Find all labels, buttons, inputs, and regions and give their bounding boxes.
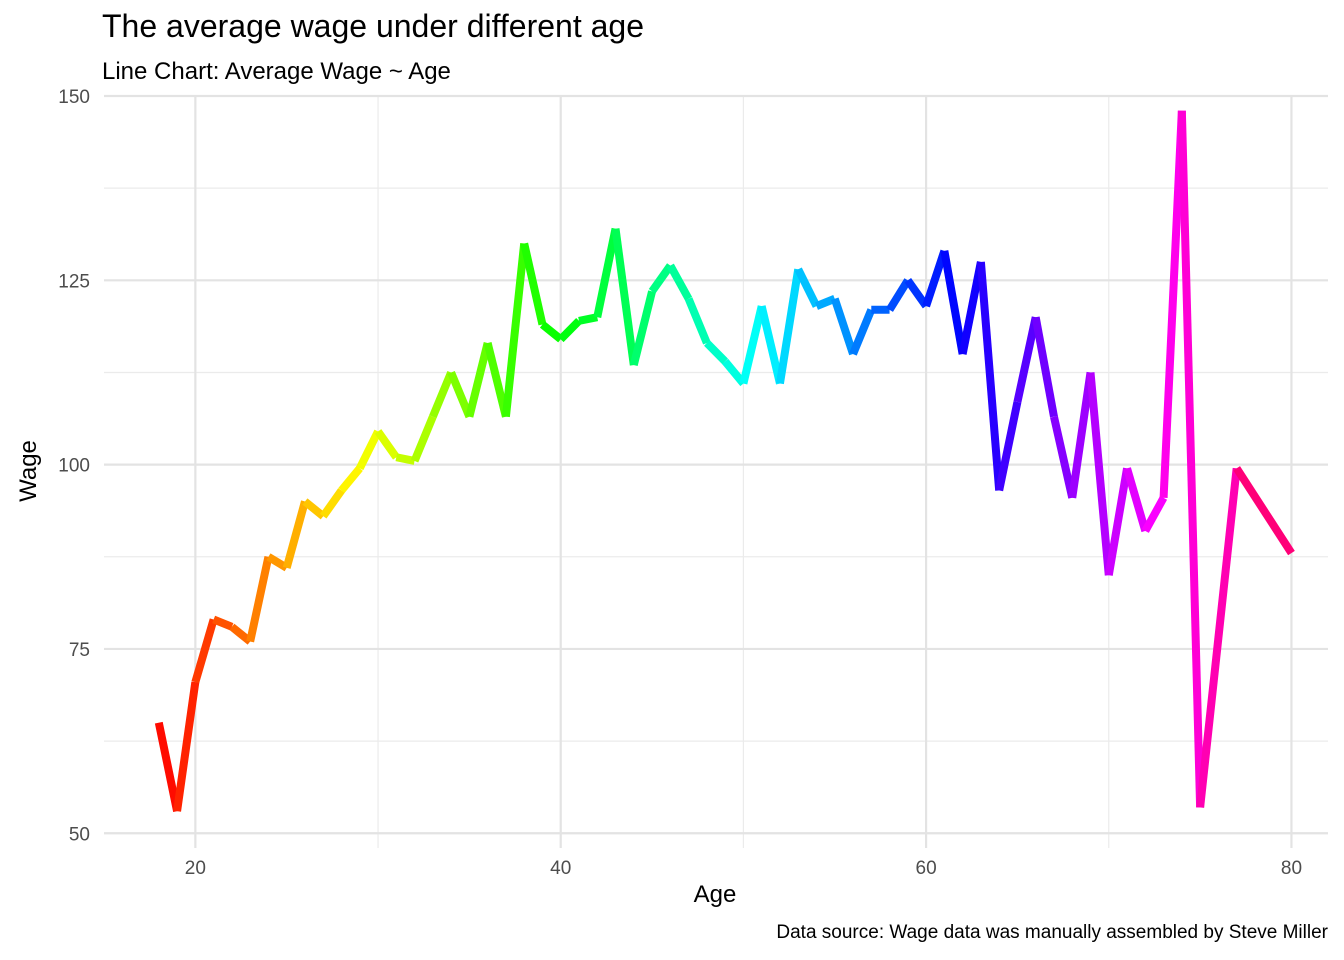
line-segment [704, 340, 728, 365]
wage-line [154, 110, 1295, 812]
line-segment [995, 401, 1022, 492]
line-segment [520, 242, 547, 326]
x-tick-label: 20 [185, 858, 206, 879]
line-segment [319, 488, 345, 519]
y-tick-label: 75 [69, 640, 90, 661]
line-segment [338, 465, 363, 493]
line-segment [849, 308, 875, 356]
line-segment [775, 268, 803, 385]
line-segment [1177, 110, 1205, 808]
line-segment [629, 290, 656, 367]
line-segment [757, 305, 784, 385]
line-segment [1196, 467, 1241, 808]
line-segment [447, 370, 474, 419]
line-segment [1068, 371, 1095, 499]
line-segment [557, 318, 582, 343]
grid-lines [104, 94, 1328, 848]
line-segment [191, 618, 218, 684]
line-segment [739, 305, 766, 385]
line-segment [410, 415, 437, 463]
line-segment [794, 267, 821, 308]
y-tick-label: 150 [58, 87, 90, 108]
line-segment [465, 342, 492, 418]
line-segment [395, 453, 416, 465]
line-segment [154, 721, 181, 812]
line-segment [922, 249, 949, 308]
line-segment [356, 429, 382, 471]
chart-title: The average wage under different age [102, 8, 645, 44]
line-segment [1159, 110, 1186, 498]
line-segment [173, 681, 200, 812]
tick-labels: 20 40 60 80 50 75 100 125 150 [58, 87, 1302, 879]
line-segment [958, 261, 985, 355]
y-tick-label: 50 [69, 824, 90, 845]
line-segment [684, 297, 711, 345]
x-tick-label: 60 [916, 858, 937, 879]
x-axis-title: Age [694, 881, 737, 908]
x-tick-label: 40 [550, 858, 571, 879]
line-segment [1086, 372, 1113, 576]
chart-subtitle: Line Chart: Average Wage ~ Age [102, 58, 451, 85]
line-segment [648, 263, 674, 294]
chart-caption: Data source: Wage data was manually asse… [776, 922, 1328, 943]
line-segment [1123, 467, 1150, 533]
line-segment [976, 261, 1004, 491]
line-segment [940, 250, 967, 355]
line-segment [1233, 466, 1295, 556]
line-segment [593, 227, 620, 318]
y-axis-title: Wage [15, 440, 42, 502]
line-segment [282, 500, 309, 569]
line-segment [904, 278, 930, 309]
y-tick-label: 100 [58, 456, 90, 477]
line-segment [374, 429, 400, 460]
line-segment [886, 278, 912, 312]
line-segment [1031, 316, 1058, 418]
line-segment [578, 313, 599, 325]
line-segment [1013, 316, 1040, 403]
line-segment [483, 342, 510, 418]
line-segment [539, 321, 564, 343]
y-tick-label: 125 [58, 271, 90, 292]
line-segment [830, 297, 857, 356]
line-segment [1050, 415, 1077, 499]
line-segment [212, 615, 234, 631]
line-segment [1104, 467, 1131, 576]
line-segment [666, 263, 693, 301]
x-tick-label: 80 [1281, 858, 1302, 879]
line-segment [246, 555, 273, 643]
line-segment [611, 228, 638, 366]
line-segment [1141, 495, 1168, 533]
line-segment [429, 370, 455, 419]
line-segment [501, 243, 529, 418]
